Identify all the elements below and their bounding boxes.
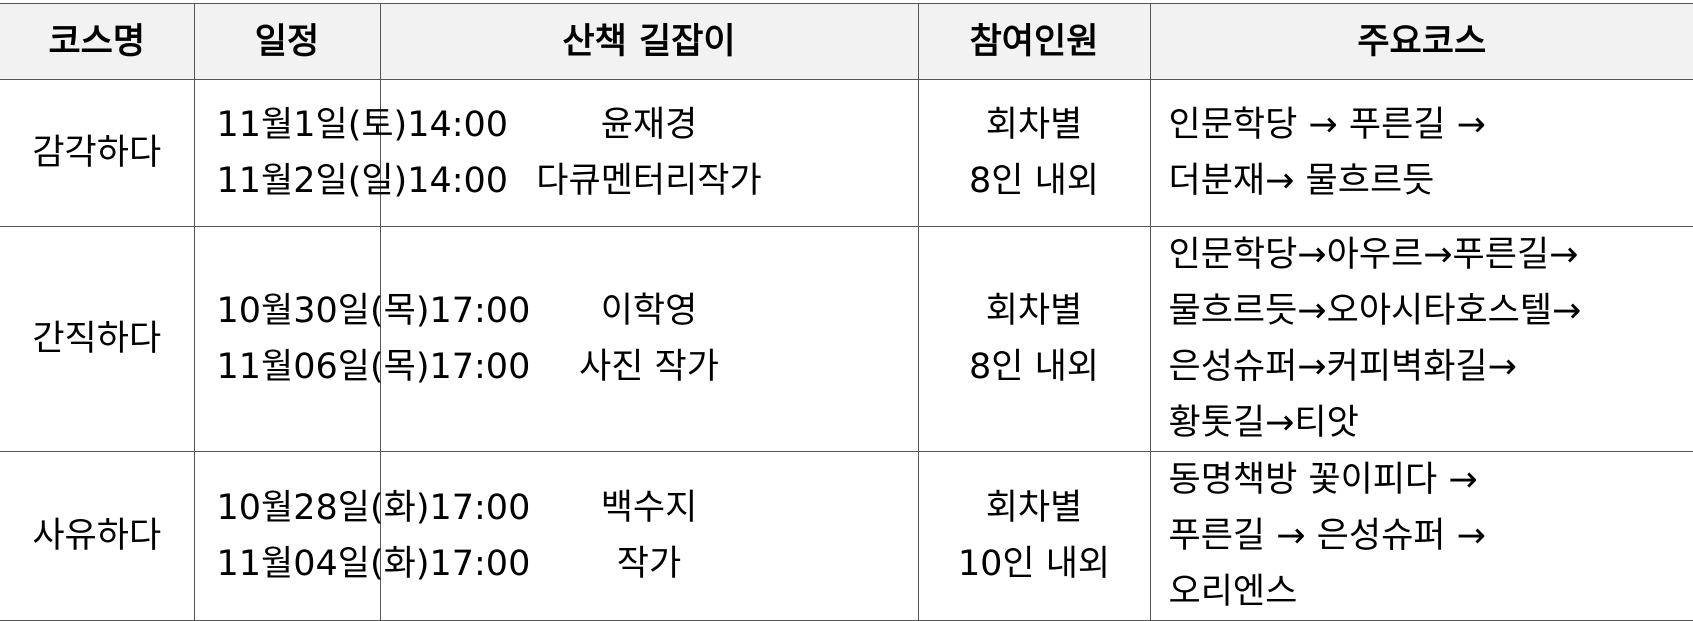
schedule-line: 10월28일(화)17:00 xyxy=(217,480,380,536)
header-guide: 산책 길잡이 xyxy=(380,4,918,80)
participants-line: 회차별 xyxy=(919,283,1150,339)
route-line: 더분재→ 물흐르듯 xyxy=(1169,153,1693,209)
header-route: 주요코스 xyxy=(1150,4,1693,80)
route-line: 물흐르듯→오아시타호스텔→ xyxy=(1169,283,1693,339)
header-participants: 참여인원 xyxy=(918,4,1150,80)
course-cell: 간직하다 xyxy=(0,227,194,452)
route-line: 동명책방 꽃이피다 → xyxy=(1169,452,1693,508)
participants-line: 8인 내외 xyxy=(919,339,1150,395)
route-cell: 동명책방 꽃이피다 →푸른길 → 은성슈퍼 →오리엔스 xyxy=(1150,452,1693,621)
participants-line: 8인 내외 xyxy=(919,153,1150,209)
schedule-line: 11월2일(일)14:00 xyxy=(217,153,380,209)
route-cell: 인문학당 → 푸른길 →더분재→ 물흐르듯 xyxy=(1150,80,1693,227)
course-cell: 사유하다 xyxy=(0,452,194,621)
schedule-line: 11월1일(토)14:00 xyxy=(217,97,380,153)
schedule-line: 11월04일(화)17:00 xyxy=(217,536,380,592)
course-cell: 감각하다 xyxy=(0,80,194,227)
route-line: 인문학당→아우르→푸른길→ xyxy=(1169,227,1693,283)
header-course: 코스명 xyxy=(0,4,194,80)
participants-line: 회차별 xyxy=(919,97,1150,153)
header-row: 코스명 일정 산책 길잡이 참여인원 주요코스 xyxy=(0,4,1693,80)
route-cell: 인문학당→아우르→푸른길→물흐르듯→오아시타호스텔→은성슈퍼→커피벽화길→황톳길… xyxy=(1150,227,1693,452)
schedule-line: 11월06일(목)17:00 xyxy=(217,339,380,395)
route-line: 황톳길→티앗 xyxy=(1169,395,1693,451)
participants-line: 10인 내외 xyxy=(919,536,1150,592)
schedule-line: 10월30일(목)17:00 xyxy=(217,283,380,339)
header-schedule: 일정 xyxy=(194,4,380,80)
route-line: 푸른길 → 은성슈퍼 → xyxy=(1169,508,1693,564)
route-line: 인문학당 → 푸른길 → xyxy=(1169,97,1693,153)
route-line: 은성슈퍼→커피벽화길→ xyxy=(1169,339,1693,395)
participants-line: 회차별 xyxy=(919,480,1150,536)
